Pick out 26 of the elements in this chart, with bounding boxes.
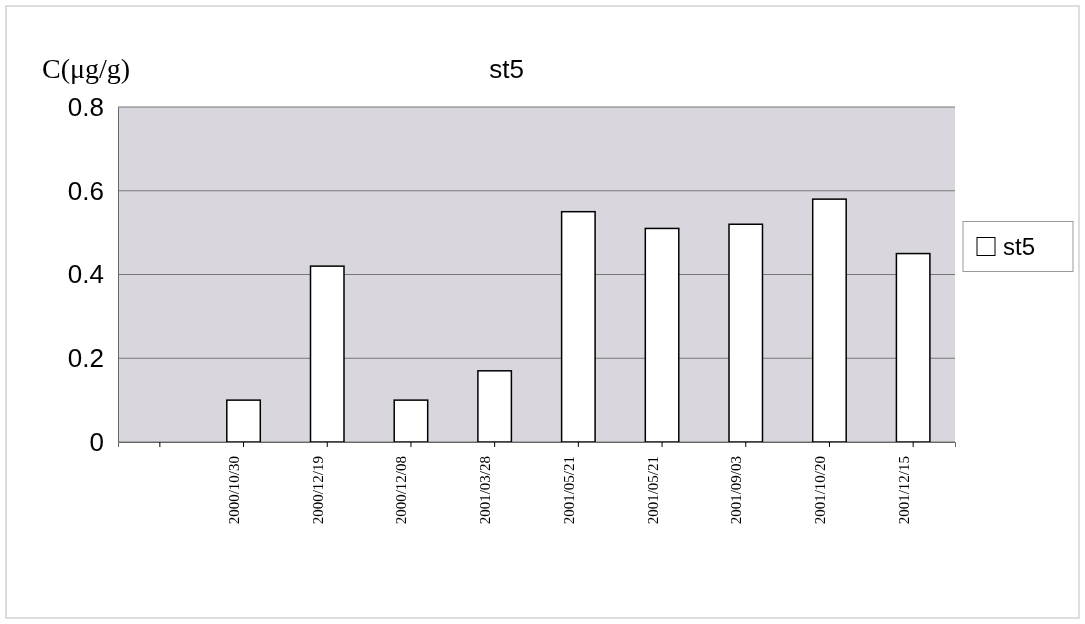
x-tick-label: 2001/12/15 xyxy=(895,456,912,525)
x-tick-label: 2000/12/19 xyxy=(309,456,326,525)
y-tick-label: 0.2 xyxy=(67,343,104,374)
y-tick-label: 0 xyxy=(89,426,104,457)
chart-title: st5 xyxy=(489,54,524,84)
legend-label: st5 xyxy=(1003,232,1036,260)
x-tick-label: 2001/09/03 xyxy=(728,456,745,525)
x-tick-label: 2001/10/20 xyxy=(811,456,828,525)
bar xyxy=(309,265,345,443)
x-tick-label: 2001/03/28 xyxy=(477,456,494,525)
x-tick-label: 2000/10/30 xyxy=(226,456,243,525)
y-tick-label: 0.8 xyxy=(67,91,104,122)
bar xyxy=(560,210,596,443)
bar xyxy=(644,227,680,443)
bar xyxy=(226,399,262,443)
bar xyxy=(477,370,513,443)
y-tick-label: 0.6 xyxy=(67,175,104,206)
x-tick-label: 2000/12/08 xyxy=(393,456,410,525)
bar xyxy=(811,198,847,443)
y-tick-label: 0.4 xyxy=(67,259,104,290)
bar xyxy=(728,223,764,443)
bar xyxy=(393,399,429,443)
y-axis-title: C(μg/g) xyxy=(42,53,131,84)
x-tick-label: 2001/05/21 xyxy=(560,456,577,525)
x-tick-label: 2001/05/21 xyxy=(644,456,661,525)
bar xyxy=(895,252,931,443)
